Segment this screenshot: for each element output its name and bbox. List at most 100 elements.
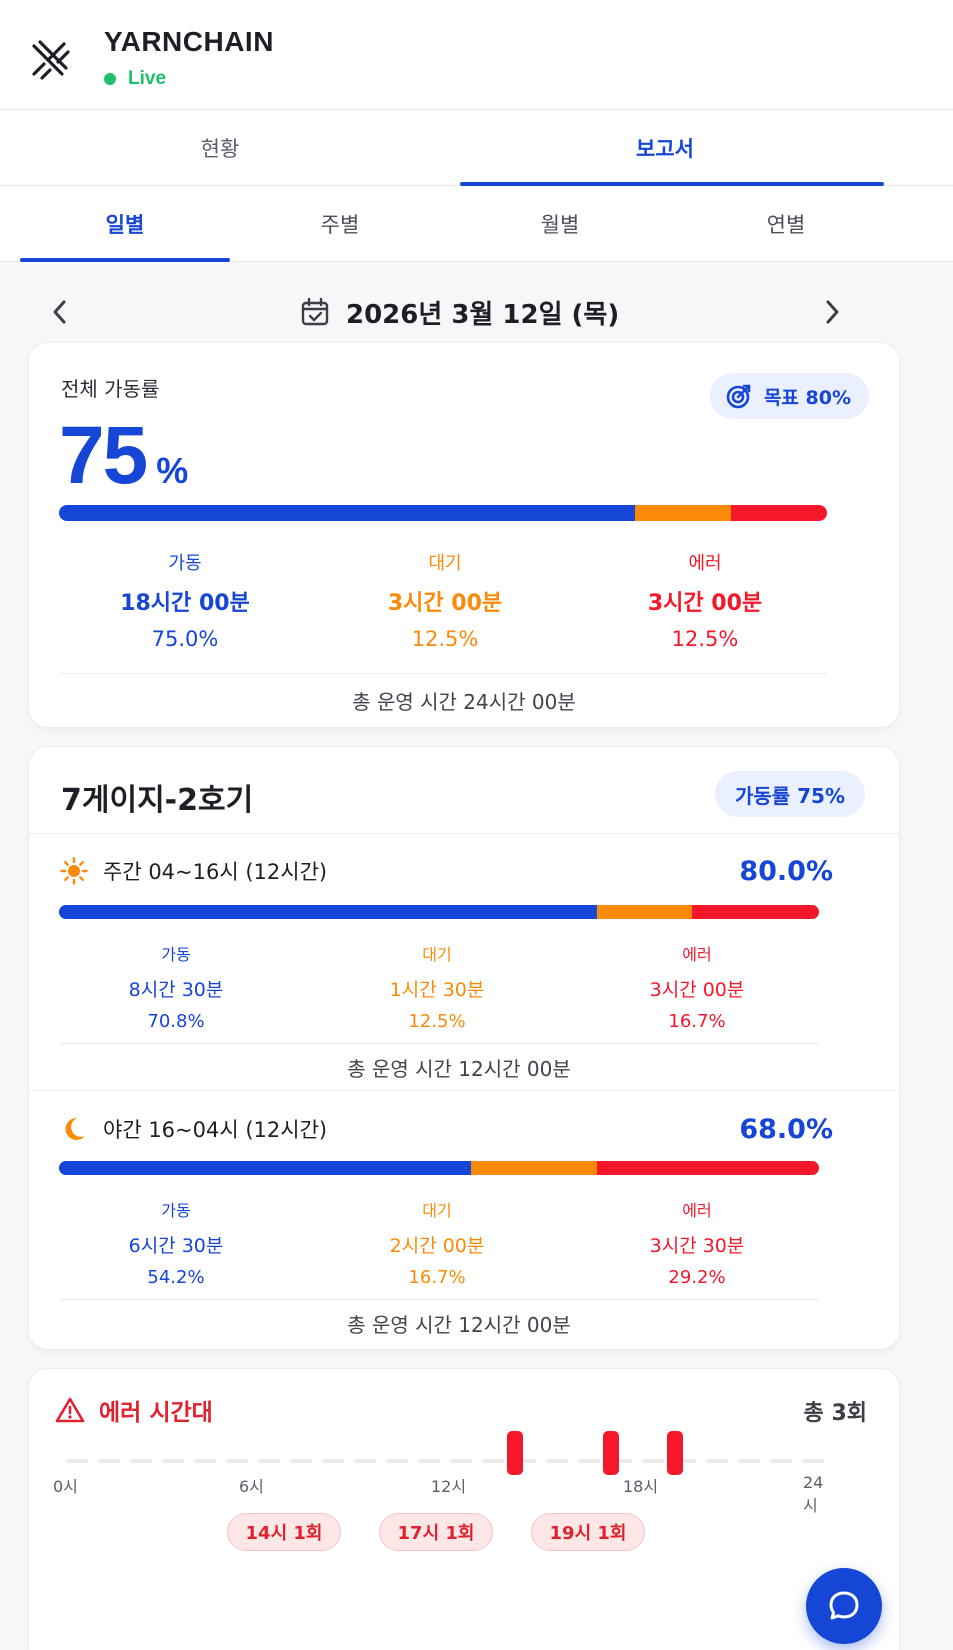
bar-segment-error (692, 905, 819, 919)
night-stat-error: 에러 3시간 30분 29.2% (567, 1197, 827, 1288)
night-shift-rate: 68.0% (739, 1113, 833, 1145)
timeline-hour-slot (226, 1459, 248, 1463)
night-waiting-label: 대기 (422, 1201, 452, 1220)
divider (29, 1090, 899, 1091)
day-stat-error: 에러 3시간 00분 16.7% (567, 941, 827, 1032)
live-status: Live (104, 68, 166, 90)
machine-utilization-badge: 가동률 75% (714, 771, 865, 817)
tab-report[interactable]: 보고서 (636, 137, 694, 161)
date-navigator: 2026년 3월 12일 (목) (0, 272, 953, 352)
day-shift-label: 주간 04~16시 (12시간) (103, 860, 328, 884)
goal-label: 목표 80% (763, 386, 851, 409)
timeline-hour-slot (770, 1459, 792, 1463)
app-header: YARNCHAIN Live (0, 0, 953, 110)
overall-utilization-value: 75 % (59, 409, 188, 503)
moon-icon (59, 1114, 89, 1144)
chat-button[interactable] (806, 1568, 882, 1644)
bar-segment-running (59, 505, 635, 521)
timeline-hour-slot (610, 1459, 632, 1463)
stat-error: 에러 3시간 00분 12.5% (575, 549, 835, 651)
tab-yearly[interactable]: 연별 (766, 213, 806, 237)
stat-error-pct: 12.5% (671, 627, 739, 651)
divider (59, 1043, 819, 1044)
timeline-hour-slot (578, 1459, 600, 1463)
day-running-time: 8시간 30분 (128, 979, 224, 1001)
bar-segment-running (59, 1161, 471, 1175)
active-period-indicator (20, 258, 230, 262)
bar-segment-error (731, 505, 827, 521)
error-timeline-track (61, 1431, 829, 1475)
current-date: 2026년 3월 12일 (목) (346, 299, 620, 330)
day-shift-header: 주간 04~16시 (12시간) 80.0% (59, 851, 871, 891)
night-shift-label: 야간 16~04시 (12시간) (103, 1118, 328, 1142)
machine-card[interactable]: 7게이지-2호기 가동률 75% 주간 04~16시 (12시간) 80.0% … (28, 746, 900, 1350)
error-marker[interactable] (603, 1431, 619, 1475)
timeline-hour-slot (418, 1459, 440, 1463)
stat-error-label: 에러 (688, 553, 722, 574)
stat-waiting: 대기 3시간 00분 12.5% (315, 549, 575, 651)
day-stat-running: 가동 8시간 30분 70.8% (46, 941, 306, 1032)
sun-icon (59, 856, 89, 886)
period-tab-bar: 일별 주별 월별 연별 (0, 186, 953, 262)
bar-segment-error (597, 1161, 819, 1175)
stat-error-time: 3시간 00분 (647, 591, 763, 616)
next-date-button[interactable] (812, 292, 852, 332)
timeline-hour-slot (162, 1459, 184, 1463)
timeline-hour-slot (130, 1459, 152, 1463)
tab-daily[interactable]: 일별 (105, 213, 145, 237)
overall-utilization-number: 75 (59, 410, 148, 501)
timeline-hour-slot (98, 1459, 120, 1463)
night-running-time: 6시간 30분 (128, 1235, 224, 1257)
timeline-hour-slot (514, 1459, 536, 1463)
day-shift-rate: 80.0% (739, 855, 833, 887)
target-icon (726, 384, 751, 409)
day-error-time: 3시간 00분 (649, 979, 745, 1001)
night-waiting-time: 2시간 00분 (389, 1235, 485, 1257)
error-marker[interactable] (667, 1431, 683, 1475)
bar-segment-running (59, 905, 598, 919)
tab-weekly[interactable]: 주별 (320, 213, 360, 237)
date-display[interactable]: 2026년 3월 12일 (목) (300, 292, 619, 332)
timeline-axis-label: 18시 (623, 1477, 659, 1496)
stat-waiting-time: 3시간 00분 (387, 591, 503, 616)
stat-waiting-label: 대기 (428, 553, 462, 574)
tab-monthly[interactable]: 월별 (540, 213, 580, 237)
day-stat-waiting: 대기 1시간 30분 12.5% (307, 941, 567, 1032)
day-waiting-pct: 12.5% (408, 1011, 466, 1032)
divider (59, 673, 827, 674)
timeline-hour-slot (258, 1459, 280, 1463)
divider (59, 1299, 819, 1300)
prev-date-button[interactable] (40, 292, 80, 332)
error-chip[interactable]: 17시 1회 (379, 1513, 493, 1551)
error-timeline-header: 에러 시간대 (55, 1393, 213, 1427)
stat-running-pct: 75.0% (151, 627, 219, 651)
timeline-hour-slot (66, 1459, 88, 1463)
day-error-pct: 16.7% (668, 1011, 726, 1032)
chat-bubble-icon (829, 1591, 859, 1620)
bar-segment-waiting (635, 505, 731, 521)
timeline-hour-slot (194, 1459, 216, 1463)
tab-status[interactable]: 현황 (200, 137, 240, 161)
goal-badge: 목표 80% (709, 373, 869, 419)
night-shift-bar (59, 1161, 819, 1175)
total-operating-time: 총 운영 시간 24시간 00분 (352, 690, 576, 714)
error-marker[interactable] (507, 1431, 523, 1475)
error-total-count: 총 3회 (803, 1401, 867, 1426)
live-status-label: Live (128, 68, 167, 89)
timeline-axis-label: 12시 (431, 1477, 467, 1496)
day-shift-bar (59, 905, 819, 919)
timeline-hour-slot (290, 1459, 312, 1463)
error-chip[interactable]: 19시 1회 (531, 1513, 645, 1551)
warning-icon (55, 1397, 85, 1423)
main-tab-bar: 현황 보고서 (0, 110, 953, 186)
timeline-hour-slot (450, 1459, 472, 1463)
bar-segment-waiting (597, 905, 693, 919)
machine-name: 7게이지-2호기 (61, 783, 254, 818)
error-timeline-title: 에러 시간대 (99, 1400, 213, 1426)
night-error-label: 에러 (682, 1201, 712, 1220)
calendar-check-icon (301, 297, 329, 326)
timeline-hour-slot (482, 1459, 504, 1463)
day-running-label: 가동 (161, 945, 191, 964)
error-chip[interactable]: 14시 1회 (227, 1513, 341, 1551)
stat-waiting-pct: 12.5% (411, 627, 479, 651)
